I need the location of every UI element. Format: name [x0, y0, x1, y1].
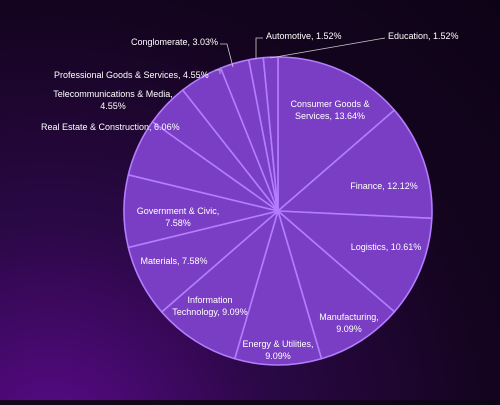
slice-label-line: Information: [187, 295, 232, 305]
pie-slice: [277, 109, 433, 220]
slice-label-line: 7.58%: [165, 218, 191, 228]
slice-label-line: Logistics, 10.61%: [351, 242, 422, 252]
slice-label: Energy & Utilities, 9.09%: [242, 339, 313, 361]
slice-label: Government & Civic, 7.58%: [137, 206, 220, 228]
slice-label: Conglomerate, 3.03%: [131, 37, 218, 47]
leader-line: [269, 37, 386, 59]
pie-slice: [277, 210, 396, 360]
slice-label-line: Conglomerate, 3.03%: [131, 37, 218, 47]
slice-label: Professional Goods & Services, 4.55%: [54, 70, 209, 80]
slice-label-line: Telecommunications & Media,: [53, 89, 173, 99]
leader-line: [215, 69, 221, 74]
slice-label: Automotive, 1.52%: [266, 31, 342, 41]
pie-slice: [277, 210, 433, 313]
slice-label-line: Technology, 9.09%: [172, 307, 247, 317]
slice-label-line: Real Estate & Construction, 6.06%: [41, 122, 180, 132]
slice-label-line: Services, 13.64%: [295, 111, 365, 121]
slice-label-line: Manufacturing,: [319, 312, 379, 322]
slice-label-line: 9.09%: [336, 324, 362, 334]
slice-label: Consumer Goods & Services, 13.64%: [290, 99, 369, 121]
slice-label-line: Materials, 7.58%: [140, 256, 207, 266]
leader-line: [255, 37, 263, 59]
slice-label-line: Education, 1.52%: [388, 31, 459, 41]
slice-label-line: 4.55%: [100, 101, 126, 111]
slice-label: Logistics, 10.61%: [351, 242, 422, 252]
slice-label: Education, 1.52%: [388, 31, 459, 41]
slice-label: Real Estate & Construction, 6.06%: [41, 122, 180, 132]
slice-label: Information Technology, 9.09%: [172, 295, 247, 317]
slice-label: Finance, 12.12%: [350, 181, 418, 191]
pie-slice: [233, 210, 323, 366]
pie-slice: [277, 56, 396, 212]
slice-label: Materials, 7.58%: [140, 256, 207, 266]
slice-label-line: Government & Civic,: [137, 206, 220, 216]
slice-label: Manufacturing, 9.09%: [319, 312, 379, 334]
slice-label: Telecommunications & Media, 4.55%: [53, 89, 173, 111]
slice-label-line: Consumer Goods &: [290, 99, 369, 109]
leader-line: [220, 43, 234, 68]
slice-label-line: Professional Goods & Services, 4.55%: [54, 70, 209, 80]
slice-label-line: Automotive, 1.52%: [266, 31, 342, 41]
slice-label-line: Energy & Utilities,: [242, 339, 313, 349]
slice-label-line: 9.09%: [265, 351, 291, 361]
pie-slice: [160, 210, 279, 360]
slice-label-line: Finance, 12.12%: [350, 181, 418, 191]
